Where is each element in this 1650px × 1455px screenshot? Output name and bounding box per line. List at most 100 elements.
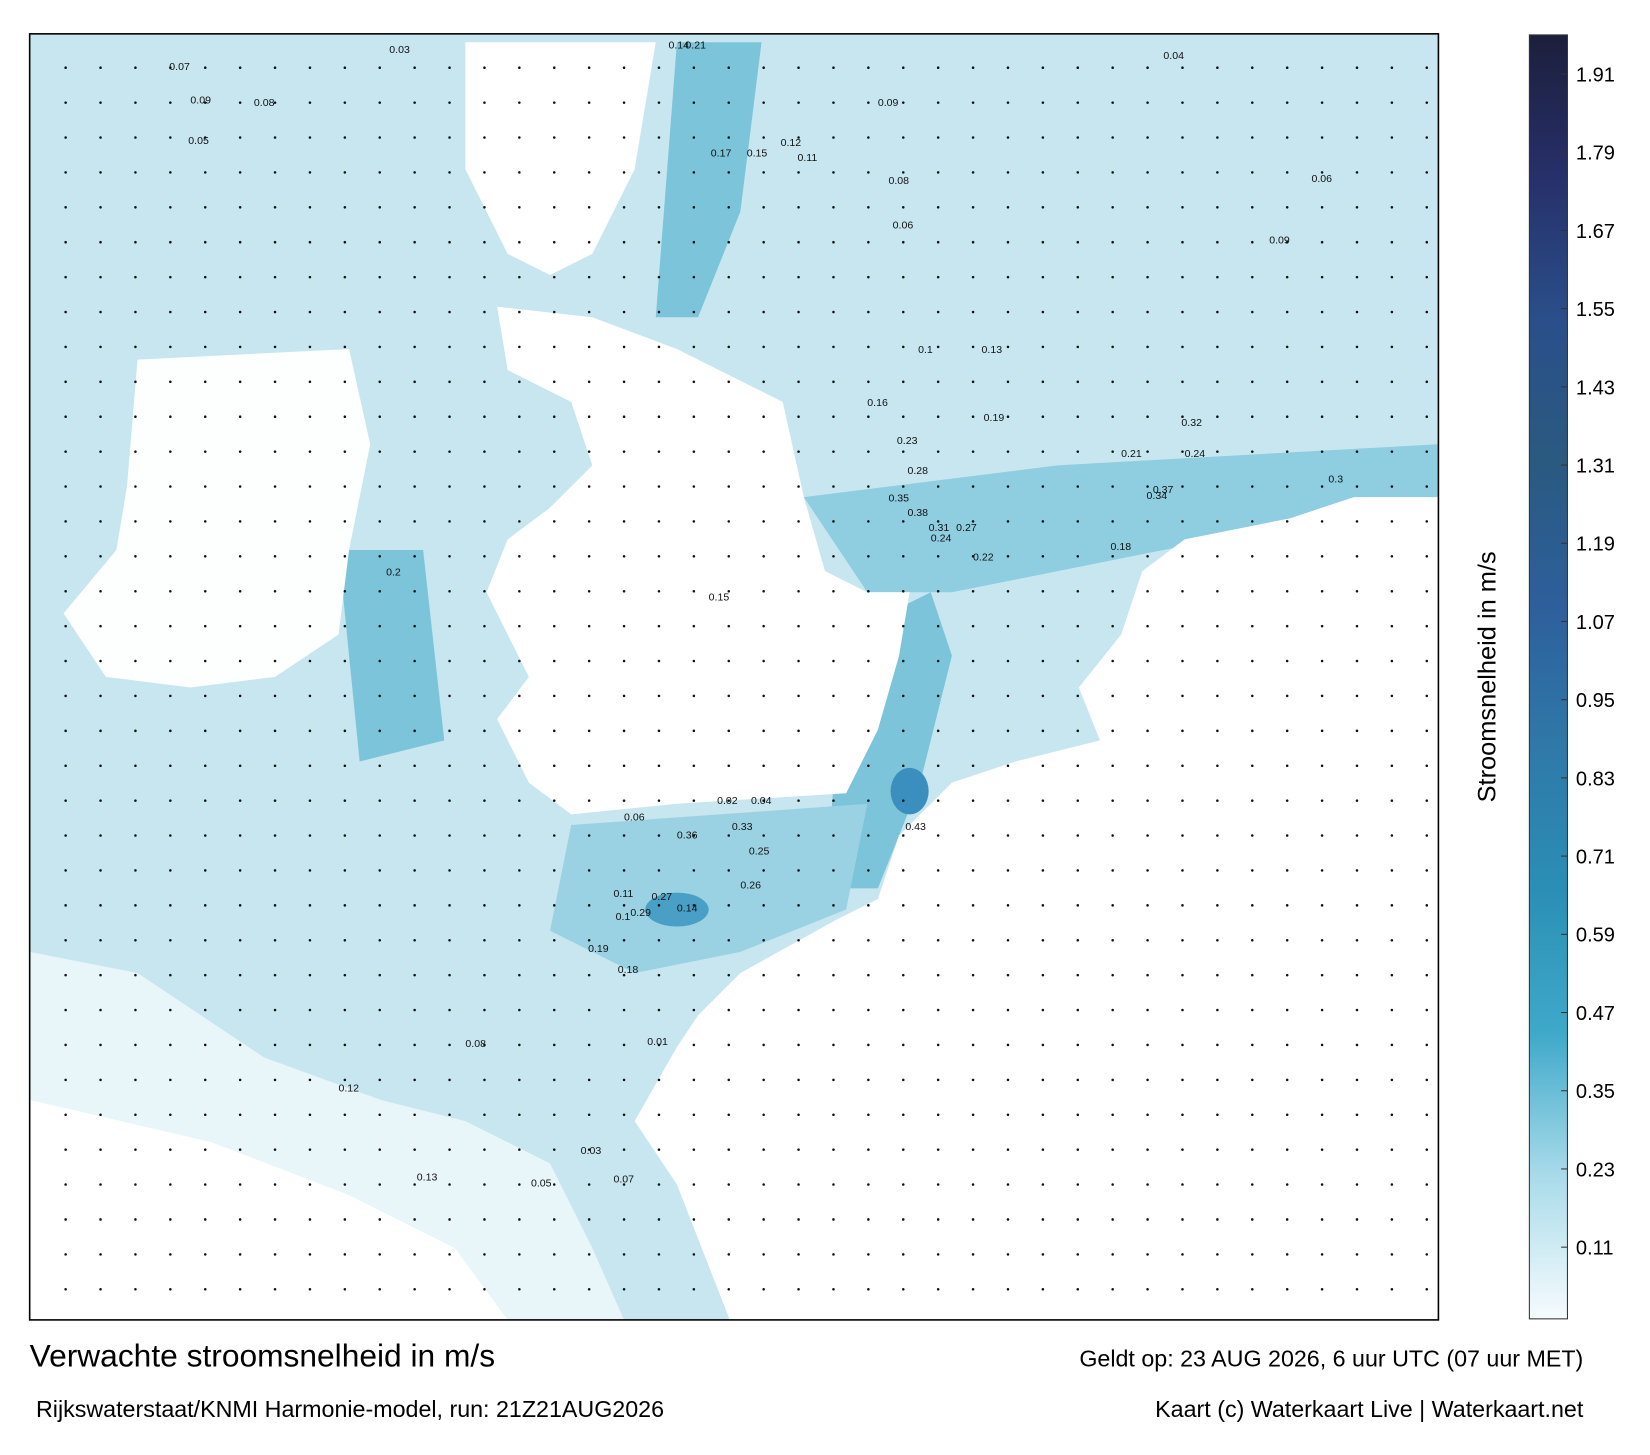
grid-dot bbox=[1041, 1287, 1045, 1291]
grid-dot bbox=[901, 555, 905, 558]
grid-dot bbox=[832, 380, 835, 384]
grid-dot bbox=[622, 485, 626, 488]
grid-dot bbox=[1425, 973, 1429, 977]
grid-dot bbox=[936, 520, 940, 523]
grid-dot bbox=[238, 799, 242, 802]
grid-dot bbox=[657, 694, 661, 698]
grid-dot bbox=[797, 1008, 800, 1012]
speed-label: 0.12 bbox=[781, 137, 802, 149]
grid-dot bbox=[1216, 66, 1219, 69]
grid-dot bbox=[587, 904, 591, 907]
grid-dot bbox=[99, 171, 102, 174]
grid-dot bbox=[901, 1218, 905, 1221]
grid-dot bbox=[273, 310, 277, 314]
grid-dot bbox=[797, 659, 800, 663]
grid-dot bbox=[867, 1183, 870, 1186]
grid-dot bbox=[1285, 1287, 1289, 1291]
grid-dot bbox=[587, 450, 591, 453]
grid-dot bbox=[1111, 589, 1114, 593]
grid-dot bbox=[1076, 1148, 1080, 1151]
speed-label: 0.38 bbox=[907, 507, 928, 519]
grid-dot bbox=[727, 555, 731, 558]
grid-dot bbox=[134, 1287, 137, 1291]
grid-dot bbox=[1181, 171, 1184, 174]
grid-dot bbox=[273, 729, 277, 733]
grid-dot bbox=[134, 659, 137, 663]
grid-dot bbox=[552, 729, 556, 733]
speed-label: 0.28 bbox=[907, 465, 928, 477]
grid-dot bbox=[1041, 1078, 1045, 1082]
grid-dot bbox=[238, 310, 242, 314]
grid-dot bbox=[343, 624, 347, 628]
grid-dot bbox=[1285, 101, 1289, 104]
grid-dot bbox=[587, 275, 591, 279]
channel bbox=[655, 42, 762, 318]
grid-dot bbox=[1355, 694, 1359, 698]
grid-dot bbox=[1285, 624, 1289, 628]
grid-dot bbox=[343, 1043, 347, 1047]
grid-dot bbox=[832, 171, 835, 174]
grid-dot bbox=[343, 589, 347, 593]
grid-dot bbox=[169, 694, 172, 698]
grid-dot bbox=[134, 834, 137, 837]
grid-dot bbox=[657, 1218, 661, 1221]
grid-dot bbox=[378, 485, 382, 488]
grid-dot bbox=[727, 275, 731, 279]
grid-dot bbox=[1390, 415, 1394, 418]
grid-dot bbox=[762, 520, 765, 523]
grid-dot bbox=[413, 1148, 416, 1151]
grid-dot bbox=[99, 66, 102, 69]
grid-dot bbox=[762, 1287, 765, 1291]
grid-dot bbox=[64, 555, 67, 558]
grid-dot bbox=[64, 66, 67, 69]
grid-dot bbox=[936, 1287, 940, 1291]
grid-dot bbox=[238, 1253, 242, 1256]
grid-dot bbox=[692, 1253, 696, 1256]
grid-dot bbox=[1425, 938, 1429, 942]
grid-dot bbox=[64, 694, 67, 698]
grid-dot bbox=[1111, 66, 1114, 69]
fast-spot bbox=[890, 767, 929, 815]
grid-dot bbox=[797, 938, 800, 942]
grid-dot bbox=[483, 101, 486, 104]
grid-dot bbox=[1216, 345, 1219, 349]
grid-dot bbox=[378, 1287, 382, 1291]
grid-dot bbox=[1425, 450, 1429, 453]
grid-dot bbox=[413, 555, 416, 558]
grid-dot bbox=[1041, 485, 1045, 488]
grid-dot bbox=[1390, 1218, 1394, 1221]
grid-dot bbox=[622, 1113, 626, 1117]
grid-dot bbox=[518, 1008, 521, 1012]
grid-dot bbox=[169, 171, 172, 174]
grid-dot bbox=[1181, 520, 1184, 523]
grid-dot bbox=[692, 1218, 696, 1221]
grid-dot bbox=[134, 694, 137, 698]
grid-dot bbox=[1355, 659, 1359, 663]
grid-dot bbox=[1006, 904, 1010, 907]
grid-dot bbox=[308, 938, 312, 942]
grid-dot bbox=[1320, 415, 1324, 418]
grid-dot bbox=[518, 694, 521, 698]
grid-dot bbox=[1076, 380, 1080, 384]
grid-dot bbox=[867, 1253, 870, 1256]
grid-dot bbox=[692, 659, 696, 663]
grid-dot bbox=[308, 240, 312, 244]
grid-dot bbox=[622, 555, 626, 558]
grid-dot bbox=[727, 1287, 731, 1291]
speed-label: 0.05 bbox=[531, 1178, 552, 1190]
grid-dot bbox=[1006, 101, 1010, 104]
grid-dot bbox=[134, 485, 137, 488]
grid-dot bbox=[1390, 589, 1394, 593]
grid-dot bbox=[1111, 520, 1114, 523]
speed-label: 0.33 bbox=[732, 821, 753, 833]
grid-dot bbox=[727, 1008, 731, 1012]
grid-dot bbox=[1076, 136, 1080, 139]
grid-dot bbox=[64, 310, 67, 314]
grid-dot bbox=[64, 973, 67, 977]
grid-dot bbox=[1111, 171, 1114, 174]
grid-dot bbox=[1425, 275, 1429, 279]
grid-dot bbox=[762, 694, 765, 698]
grid-dot bbox=[1111, 799, 1114, 802]
grid-dot bbox=[797, 1253, 800, 1256]
grid-dot bbox=[1146, 555, 1149, 558]
